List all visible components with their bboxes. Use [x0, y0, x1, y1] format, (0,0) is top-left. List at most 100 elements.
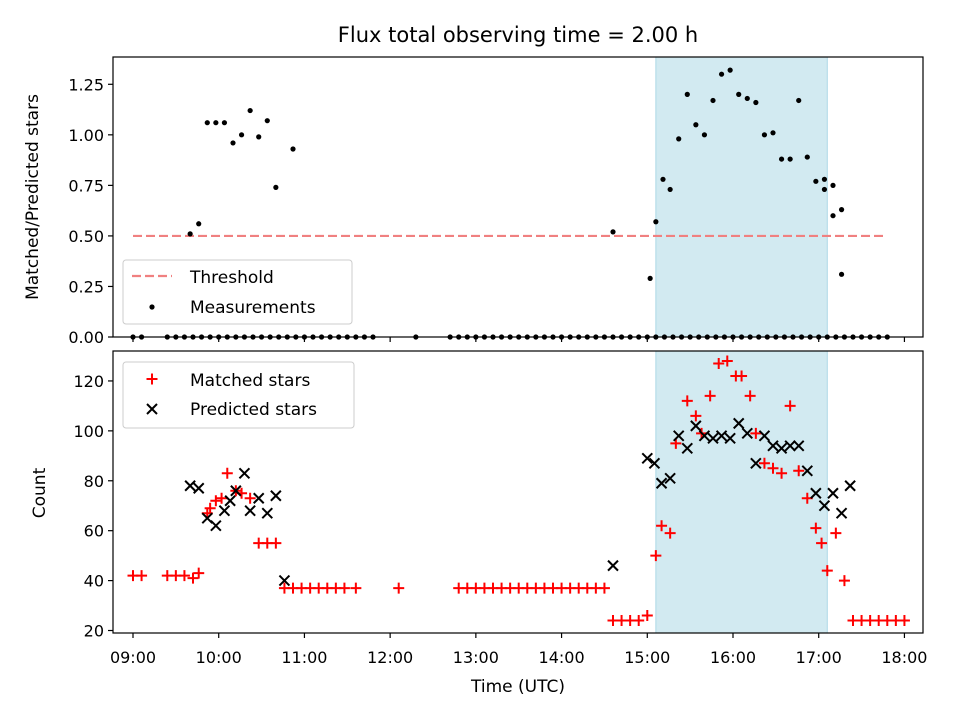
y-tick-label: 60: [84, 522, 104, 541]
predicted-stars-point: [818, 500, 831, 512]
matched-stars-point: [681, 395, 693, 407]
matched-stars-point: [187, 572, 199, 584]
matched-stars-point: [633, 615, 645, 627]
measurement-point: [196, 221, 202, 227]
y-tick-label: 20: [84, 622, 104, 641]
predicted-stars-point: [698, 430, 711, 442]
measurement-point: [290, 146, 296, 152]
predicted-stars-point: [278, 574, 291, 587]
predicted-stars-point: [655, 477, 668, 489]
predicted-stars-point: [750, 457, 762, 470]
predicted-stars-point: [784, 440, 796, 452]
measurement-point: [804, 154, 810, 160]
predicted-stars-point: [261, 507, 273, 519]
y-tick-label: 40: [84, 572, 104, 591]
predicted-stars-point: [741, 427, 753, 440]
matched-stars-point: [641, 610, 653, 622]
axes-frame: [112, 350, 924, 634]
matched-stars-point: [338, 582, 350, 594]
predicted-stars-point: [801, 465, 813, 477]
predicted-stars-point: [270, 490, 282, 502]
axes-frame: [112, 56, 924, 338]
predicted-stars-point: [673, 430, 685, 442]
predicted-stars-point: [827, 487, 839, 499]
y-tick-label: 0.25: [68, 277, 104, 296]
measurement-point: [821, 186, 828, 193]
x-tick-label: 12:00: [367, 648, 413, 667]
matched-stars-point: [650, 550, 662, 562]
measurement-point: [213, 120, 219, 126]
measurement-point: [264, 118, 270, 124]
predicted-stars-point: [218, 505, 231, 517]
measurement-point: [718, 71, 725, 77]
y-axis-label-bottom: Count: [30, 467, 50, 518]
predicted-stars-point: [733, 417, 745, 430]
legend-predicted-label: Predicted stars: [190, 400, 317, 420]
predicted-stars-point: [607, 559, 619, 572]
panel-ratio: 0.00 0.25 0.50 0.75 1.00 1.25 Threshold Measure…: [68, 56, 924, 347]
legend-measurements-label: Measurements: [190, 298, 316, 318]
predicted-stars-point: [193, 482, 205, 494]
y-tick-label: 0.00: [68, 328, 104, 347]
predicted-stars-point: [810, 487, 822, 499]
measurement-point: [256, 134, 262, 140]
x-tick-label: 17:00: [796, 648, 842, 667]
measurement-point: [830, 182, 836, 188]
measurement-point: [667, 186, 673, 193]
y-tick-label: 1.25: [68, 75, 104, 94]
matched-stars-point: [776, 467, 788, 479]
y-tick-label: 120: [73, 372, 104, 391]
matched-stars-point: [750, 427, 762, 439]
predicted-stars-point: [664, 472, 676, 484]
predicted-stars-point: [210, 519, 222, 532]
matched-stars-point: [810, 522, 822, 534]
y-tick-label: 1.00: [68, 126, 104, 145]
measurement-point: [247, 107, 253, 114]
measurement-point: [796, 97, 802, 104]
predicted-stars-point: [844, 480, 856, 492]
measurement-point: [187, 231, 193, 237]
y-tick-label: 0.75: [68, 176, 104, 195]
legend-frame: [122, 361, 355, 429]
predicted-stars-point: [253, 492, 265, 504]
predicted-stars-point: [690, 420, 702, 432]
matched-stars-point: [656, 520, 668, 532]
predicted-stars-point: [715, 430, 728, 442]
x-tick-label: 11:00: [281, 648, 327, 667]
measurement-point: [710, 97, 716, 104]
matched-stars-point: [816, 537, 828, 549]
x-axis-label: Time (UTC): [470, 677, 565, 697]
predicted-stars-point: [238, 467, 251, 479]
matched-stars-point: [598, 582, 610, 594]
predicted-stars-point: [793, 440, 805, 452]
measurement-point: [770, 130, 776, 136]
matched-stars-point: [838, 575, 850, 587]
x-tick-label: 13:00: [453, 648, 499, 667]
matched-stars-point: [736, 370, 748, 382]
legend-bottom: Matched stars Predicted stars: [122, 361, 355, 429]
matched-stars-point: [690, 410, 702, 422]
measurement-point: [676, 136, 682, 142]
predicted-stars-point: [707, 432, 719, 445]
legend-matched-label: Matched stars: [190, 371, 310, 391]
matched-stars-point: [216, 492, 228, 504]
measurement-point: [727, 67, 733, 73]
measurement-point: [736, 91, 742, 98]
matched-stars-point: [721, 355, 733, 367]
predicted-stars-point: [184, 480, 196, 492]
y-tick-label: 0.50: [68, 227, 104, 246]
legend-measurements-swatch: [149, 304, 155, 310]
measurement-point: [273, 184, 279, 190]
matched-stars-point: [350, 582, 362, 594]
observing-window-span: [655, 350, 828, 634]
measurement-point: [830, 213, 836, 219]
measurement-point: [647, 275, 653, 281]
predicted-stars-point: [775, 442, 788, 455]
x-tick-label: 16:00: [710, 648, 756, 667]
predicted-stars-point: [835, 507, 848, 519]
measurement-point: [230, 140, 236, 146]
measurement-point: [221, 120, 228, 126]
predicted-stars-point: [724, 432, 736, 445]
predicted-stars-point: [244, 505, 256, 517]
measurement-point: [838, 207, 845, 213]
